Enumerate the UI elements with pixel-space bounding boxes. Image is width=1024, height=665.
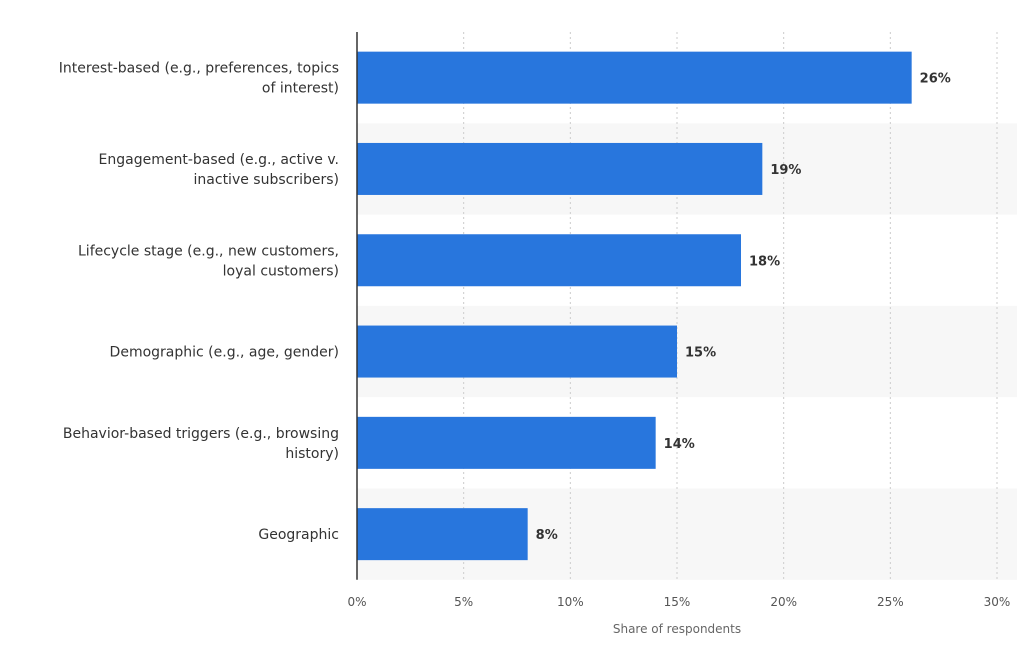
category-label-line: Demographic (e.g., age, gender) xyxy=(110,345,339,361)
category-label-line: Geographic xyxy=(258,527,339,543)
category-label-line: inactive subscribers) xyxy=(194,172,339,188)
x-tick-label: 30% xyxy=(984,595,1011,609)
value-label: 19% xyxy=(770,163,801,178)
bar[interactable] xyxy=(357,416,656,469)
x-axis-title: Share of respondents xyxy=(613,622,741,636)
value-label: 18% xyxy=(749,254,780,269)
bar[interactable] xyxy=(357,508,528,561)
value-labels: 26% 19% 18% 15% 14% 8% xyxy=(536,72,951,544)
row-bands xyxy=(357,123,1017,580)
category-label-line: Interest-based (e.g., preferences, topic… xyxy=(59,61,339,77)
bar[interactable] xyxy=(357,325,677,378)
x-tick-label: 5% xyxy=(454,595,473,609)
x-tick-label: 20% xyxy=(770,595,797,609)
category-label: Geographic xyxy=(258,527,339,543)
value-label: 8% xyxy=(536,528,558,543)
category-label: Lifecycle stage (e.g., new customers, loy… xyxy=(78,243,339,279)
bar[interactable] xyxy=(357,234,741,287)
category-label-line: loyal customers) xyxy=(223,263,339,279)
bars xyxy=(357,51,912,561)
value-label: 15% xyxy=(685,346,716,361)
x-tick-label: 10% xyxy=(557,595,584,609)
gridlines xyxy=(463,32,998,580)
value-label: 14% xyxy=(664,437,695,452)
category-label-line: history) xyxy=(285,446,339,462)
bar[interactable] xyxy=(357,142,763,195)
category-label: Demographic (e.g., age, gender) xyxy=(110,345,339,361)
category-label: Behavior-based triggers (e.g., browsing h… xyxy=(63,426,339,462)
category-label-line: Engagement-based (e.g., active v. xyxy=(99,152,339,168)
category-label: Interest-based (e.g., preferences, topic… xyxy=(59,61,339,97)
bar[interactable] xyxy=(357,51,912,104)
category-label: Engagement-based (e.g., active v. inactiv… xyxy=(99,152,339,188)
category-labels: Interest-based (e.g., preferences, topic… xyxy=(59,61,339,544)
x-tick-labels: 0% 5% 10% 15% 20% 25% 30% xyxy=(347,595,1010,609)
value-label: 26% xyxy=(920,72,951,87)
x-tick-label: 15% xyxy=(664,595,691,609)
x-tick-label: 25% xyxy=(877,595,904,609)
category-label-line: Lifecycle stage (e.g., new customers, xyxy=(78,243,339,259)
category-label-line: of interest) xyxy=(262,81,339,97)
x-tick-label: 0% xyxy=(347,595,366,609)
category-label-line: Behavior-based triggers (e.g., browsing xyxy=(63,426,339,442)
